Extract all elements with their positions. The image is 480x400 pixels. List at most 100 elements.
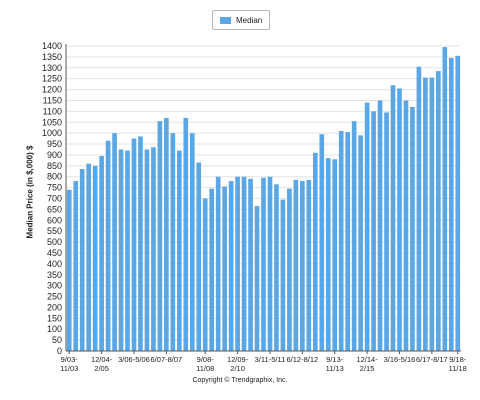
bar: [423, 77, 428, 351]
y-tick-label: 950: [47, 139, 62, 149]
bar: [138, 136, 143, 351]
bar: [241, 176, 247, 351]
bar: [164, 117, 169, 352]
bar: [403, 100, 409, 351]
y-tick-label: 600: [47, 215, 62, 225]
bar: [73, 181, 79, 351]
y-tick-label: 50: [52, 335, 62, 345]
x-tick-label: 6/12-8/12: [287, 355, 319, 364]
x-tick-label: 9/13-11/13: [326, 355, 344, 373]
bar: [377, 100, 383, 351]
bar: [209, 188, 215, 351]
bar: [66, 189, 72, 351]
bar: [118, 149, 124, 351]
bar: [157, 121, 163, 352]
bar: [448, 57, 454, 351]
bar: [306, 179, 312, 351]
bar: [92, 165, 98, 351]
x-tick-label: 12/04-2/05: [91, 355, 113, 373]
y-tick-label: 400: [47, 259, 62, 269]
bar: [183, 117, 189, 352]
bar: [364, 102, 370, 352]
y-tick-label: 250: [47, 292, 62, 302]
bar: [332, 159, 338, 351]
y-tick-label: 0: [57, 346, 62, 356]
y-tick-label: 1050: [42, 117, 62, 127]
legend: Median: [212, 10, 271, 30]
bar: [267, 176, 273, 351]
bar: [358, 135, 363, 351]
bar: [287, 188, 292, 351]
y-tick-label: 650: [47, 204, 62, 214]
bar: [235, 176, 240, 351]
legend-label: Median: [236, 15, 263, 25]
bar: [261, 177, 266, 351]
bar: [390, 85, 396, 351]
y-tick-label: 350: [47, 270, 62, 280]
y-tick-label: 100: [47, 324, 62, 334]
x-tick-label: 9/18-11/18: [449, 355, 467, 373]
bar: [325, 158, 331, 351]
copyright-text: Copyright © Trendgraphix, Inc.: [192, 377, 288, 384]
x-tick-label: 12/14-2/15: [356, 355, 378, 373]
y-tick-label: 850: [47, 161, 62, 171]
y-tick-label: 1300: [42, 63, 62, 73]
bar: [125, 150, 130, 351]
y-tick-label: 1250: [42, 74, 62, 84]
bar: [410, 107, 415, 351]
bar: [176, 150, 182, 351]
x-tick-label: 9/08-11/08: [196, 355, 214, 373]
legend-swatch: [220, 16, 231, 24]
bar: [416, 66, 422, 352]
bar: [371, 111, 376, 351]
bar: [196, 162, 202, 351]
bar: [436, 71, 441, 351]
y-tick-label: 500: [47, 237, 62, 247]
bar: [338, 130, 344, 351]
x-tick-label: 3/16-5/16: [384, 355, 416, 364]
y-tick-label: 1200: [42, 85, 62, 95]
bar: [280, 199, 286, 351]
bar: [228, 181, 234, 351]
x-tick-label: 9/03-11/03: [60, 355, 78, 373]
y-tick-label: 200: [47, 302, 62, 312]
bar: [254, 206, 260, 351]
y-tick-label: 1350: [42, 52, 62, 62]
bar: [131, 138, 137, 351]
y-tick-label: 550: [47, 226, 62, 236]
x-tick-label: 12/09-2/10: [227, 355, 249, 373]
y-tick-label: 1000: [42, 128, 62, 138]
bar: [202, 198, 208, 351]
bar: [312, 152, 318, 351]
x-tick-label: 3/11-5/11: [255, 355, 286, 364]
bar: [384, 112, 389, 351]
bar: [144, 149, 150, 351]
bar: [79, 169, 85, 351]
y-tick-label: 900: [47, 150, 62, 160]
y-tick-label: 700: [47, 194, 62, 204]
bar: [397, 88, 402, 351]
bar: [215, 176, 221, 351]
y-tick-label: 800: [47, 172, 62, 182]
bar: [442, 47, 448, 351]
x-tick-label: 3/06-5/06: [118, 355, 150, 364]
x-tick-label: 6/17-8/17: [416, 355, 448, 364]
y-tick-label: 450: [47, 248, 62, 258]
bar: [99, 156, 104, 351]
bar: [222, 186, 227, 351]
bar: [189, 133, 195, 351]
bar: [319, 134, 325, 351]
bar: [300, 181, 305, 351]
y-tick-label: 1400: [42, 41, 62, 51]
bar: [455, 55, 461, 352]
y-tick-label: 1100: [43, 106, 62, 116]
bar: [345, 132, 351, 351]
bar: [105, 140, 111, 351]
bar: [248, 178, 253, 351]
bar: [293, 179, 299, 351]
bar: [86, 163, 91, 351]
bar: [151, 147, 156, 351]
y-tick-label: 150: [47, 313, 62, 323]
x-tick-label: 6/07-8/07: [151, 355, 183, 364]
